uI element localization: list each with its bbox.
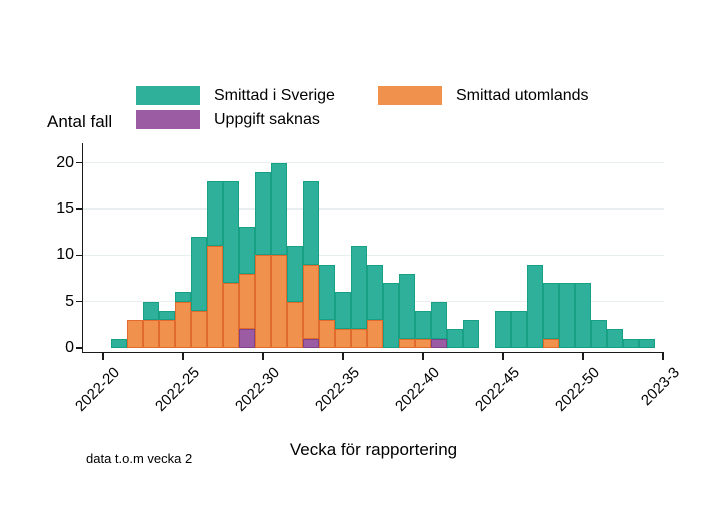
- bar-segment: [239, 273, 255, 330]
- bar-segment: [303, 264, 319, 339]
- bar-segment: [559, 283, 575, 348]
- bar-segment: [463, 320, 479, 348]
- bar-segment: [175, 301, 191, 348]
- bar-segment: [287, 301, 303, 348]
- y-tick-label-0: 0: [65, 339, 74, 356]
- x-tick-2022-35: [342, 353, 344, 360]
- gridline-y-10: [83, 254, 664, 256]
- x-axis-title: Vecka för rapportering: [289, 440, 458, 459]
- bar-segment: [191, 310, 207, 348]
- bar-segment: [607, 329, 623, 348]
- y-tick-label-20: 20: [56, 153, 74, 171]
- bar-segment: [399, 273, 415, 339]
- bar-segment: [255, 171, 271, 256]
- bar-segment: [351, 246, 367, 330]
- bar-segment: [383, 283, 399, 348]
- bar-segment: [319, 320, 335, 348]
- bar-segment: [415, 310, 431, 339]
- y-tick-15: [76, 208, 82, 210]
- bar-segment: [111, 338, 127, 348]
- bar-segment: [511, 310, 527, 348]
- x-tick-2022-45: [502, 353, 504, 360]
- legend-swatch-smittad-utomlands: [378, 86, 442, 105]
- bar-segment: [495, 310, 511, 348]
- bar-segment: [175, 292, 191, 302]
- y-tick-20: [76, 161, 82, 164]
- y-tick-label-5: 5: [65, 292, 74, 310]
- bar-segment: [207, 246, 223, 348]
- x-axis-line: [82, 352, 664, 354]
- bar-segment: [623, 338, 639, 348]
- y-tick-5: [76, 300, 82, 303]
- bar-segment: [287, 246, 303, 302]
- bar-segment: [351, 329, 367, 348]
- footnote: data t.o.m vecka 2: [86, 451, 193, 466]
- bar-segment: [639, 338, 655, 348]
- gridline-y-20: [83, 161, 664, 164]
- bar-segment: [143, 301, 159, 321]
- bar-segment: [367, 320, 383, 348]
- legend-swatch-smittad-i-sverige: [136, 86, 200, 105]
- bar-segment: [399, 338, 415, 348]
- x-tick-2022-30: [262, 353, 264, 360]
- bar-segment: [543, 283, 559, 339]
- gridline-y-15: [83, 208, 664, 210]
- y-tick-label-15: 15: [56, 199, 74, 217]
- legend-label-uppgift-saknas: Uppgift saknas: [214, 111, 320, 128]
- bar-segment: [223, 283, 239, 348]
- bar-segment: [591, 320, 607, 348]
- x-tick-2023-3: [662, 353, 664, 360]
- x-tick-2022-20: [102, 353, 104, 360]
- bar-segment: [207, 181, 223, 246]
- bar-segment: [159, 310, 175, 321]
- bar-segment: [303, 338, 319, 348]
- y-tick-10: [76, 254, 82, 256]
- bar-segment: [239, 227, 255, 274]
- y-tick-label-10: 10: [56, 246, 74, 264]
- legend-swatch-uppgift-saknas: [136, 110, 200, 129]
- bar-segment: [303, 181, 319, 265]
- bar-segment: [415, 338, 431, 348]
- bar-segment: [143, 320, 159, 348]
- bar-segment: [271, 255, 287, 348]
- x-tick-2022-50: [582, 353, 584, 360]
- bar-segment: [527, 264, 543, 348]
- bar-segment: [271, 162, 287, 256]
- y-axis-line: [82, 143, 84, 354]
- bar-segment: [575, 283, 591, 348]
- x-tick-2022-40: [422, 353, 424, 360]
- bar-segment: [447, 329, 463, 348]
- bar-segment: [335, 292, 351, 330]
- bar-segment: [367, 264, 383, 321]
- bar-segment: [335, 329, 351, 348]
- bar-segment: [431, 301, 447, 339]
- bar-segment: [239, 329, 255, 348]
- bar-segment: [159, 320, 175, 348]
- bar-segment: [543, 338, 559, 348]
- bar-segment: [127, 320, 143, 348]
- x-tick-2022-25: [182, 353, 184, 360]
- y-tick-0: [76, 347, 82, 349]
- y-axis-title: Antal fall: [47, 112, 113, 131]
- bar-segment: [431, 338, 447, 348]
- legend-label-smittad-utomlands: Smittad utomlands: [456, 87, 589, 104]
- bar-segment: [191, 236, 207, 311]
- bar-segment: [223, 181, 239, 284]
- bar-segment: [319, 264, 335, 321]
- legend-label-smittad-i-sverige: Smittad i Sverige: [214, 87, 335, 104]
- bar-segment: [255, 255, 271, 348]
